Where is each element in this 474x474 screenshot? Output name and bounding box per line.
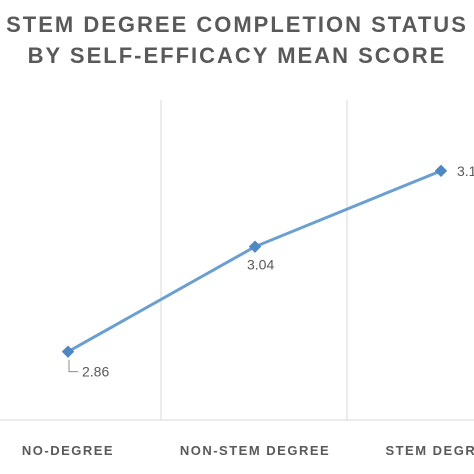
chart-title-line-1: STEM DEGREE COMPLETION STATUS xyxy=(6,12,468,37)
category-label-1: NO-DEGREE xyxy=(22,443,114,458)
category-label-3: STEM DEGREE xyxy=(385,443,474,458)
chart-title-line-2: BY SELF-EFFICACY MEAN SCORE xyxy=(28,43,447,68)
data-point-3 xyxy=(434,164,448,178)
data-points xyxy=(61,164,448,358)
data-label-2: 3.04 xyxy=(247,257,274,273)
gridlines xyxy=(160,100,348,420)
data-label-leaders xyxy=(68,359,78,373)
data-labels: 2.86 3.04 3.17 xyxy=(82,163,474,380)
data-point-1 xyxy=(61,345,75,358)
category-labels: NO-DEGREE NON-STEM DEGREE STEM DEGREE xyxy=(22,443,474,458)
data-label-leader-1 xyxy=(68,359,78,373)
category-label-2: NON-STEM DEGREE xyxy=(180,443,330,458)
data-point-2 xyxy=(248,240,262,253)
data-label-1: 2.86 xyxy=(82,364,109,380)
data-label-3: 3.17 xyxy=(457,163,474,179)
